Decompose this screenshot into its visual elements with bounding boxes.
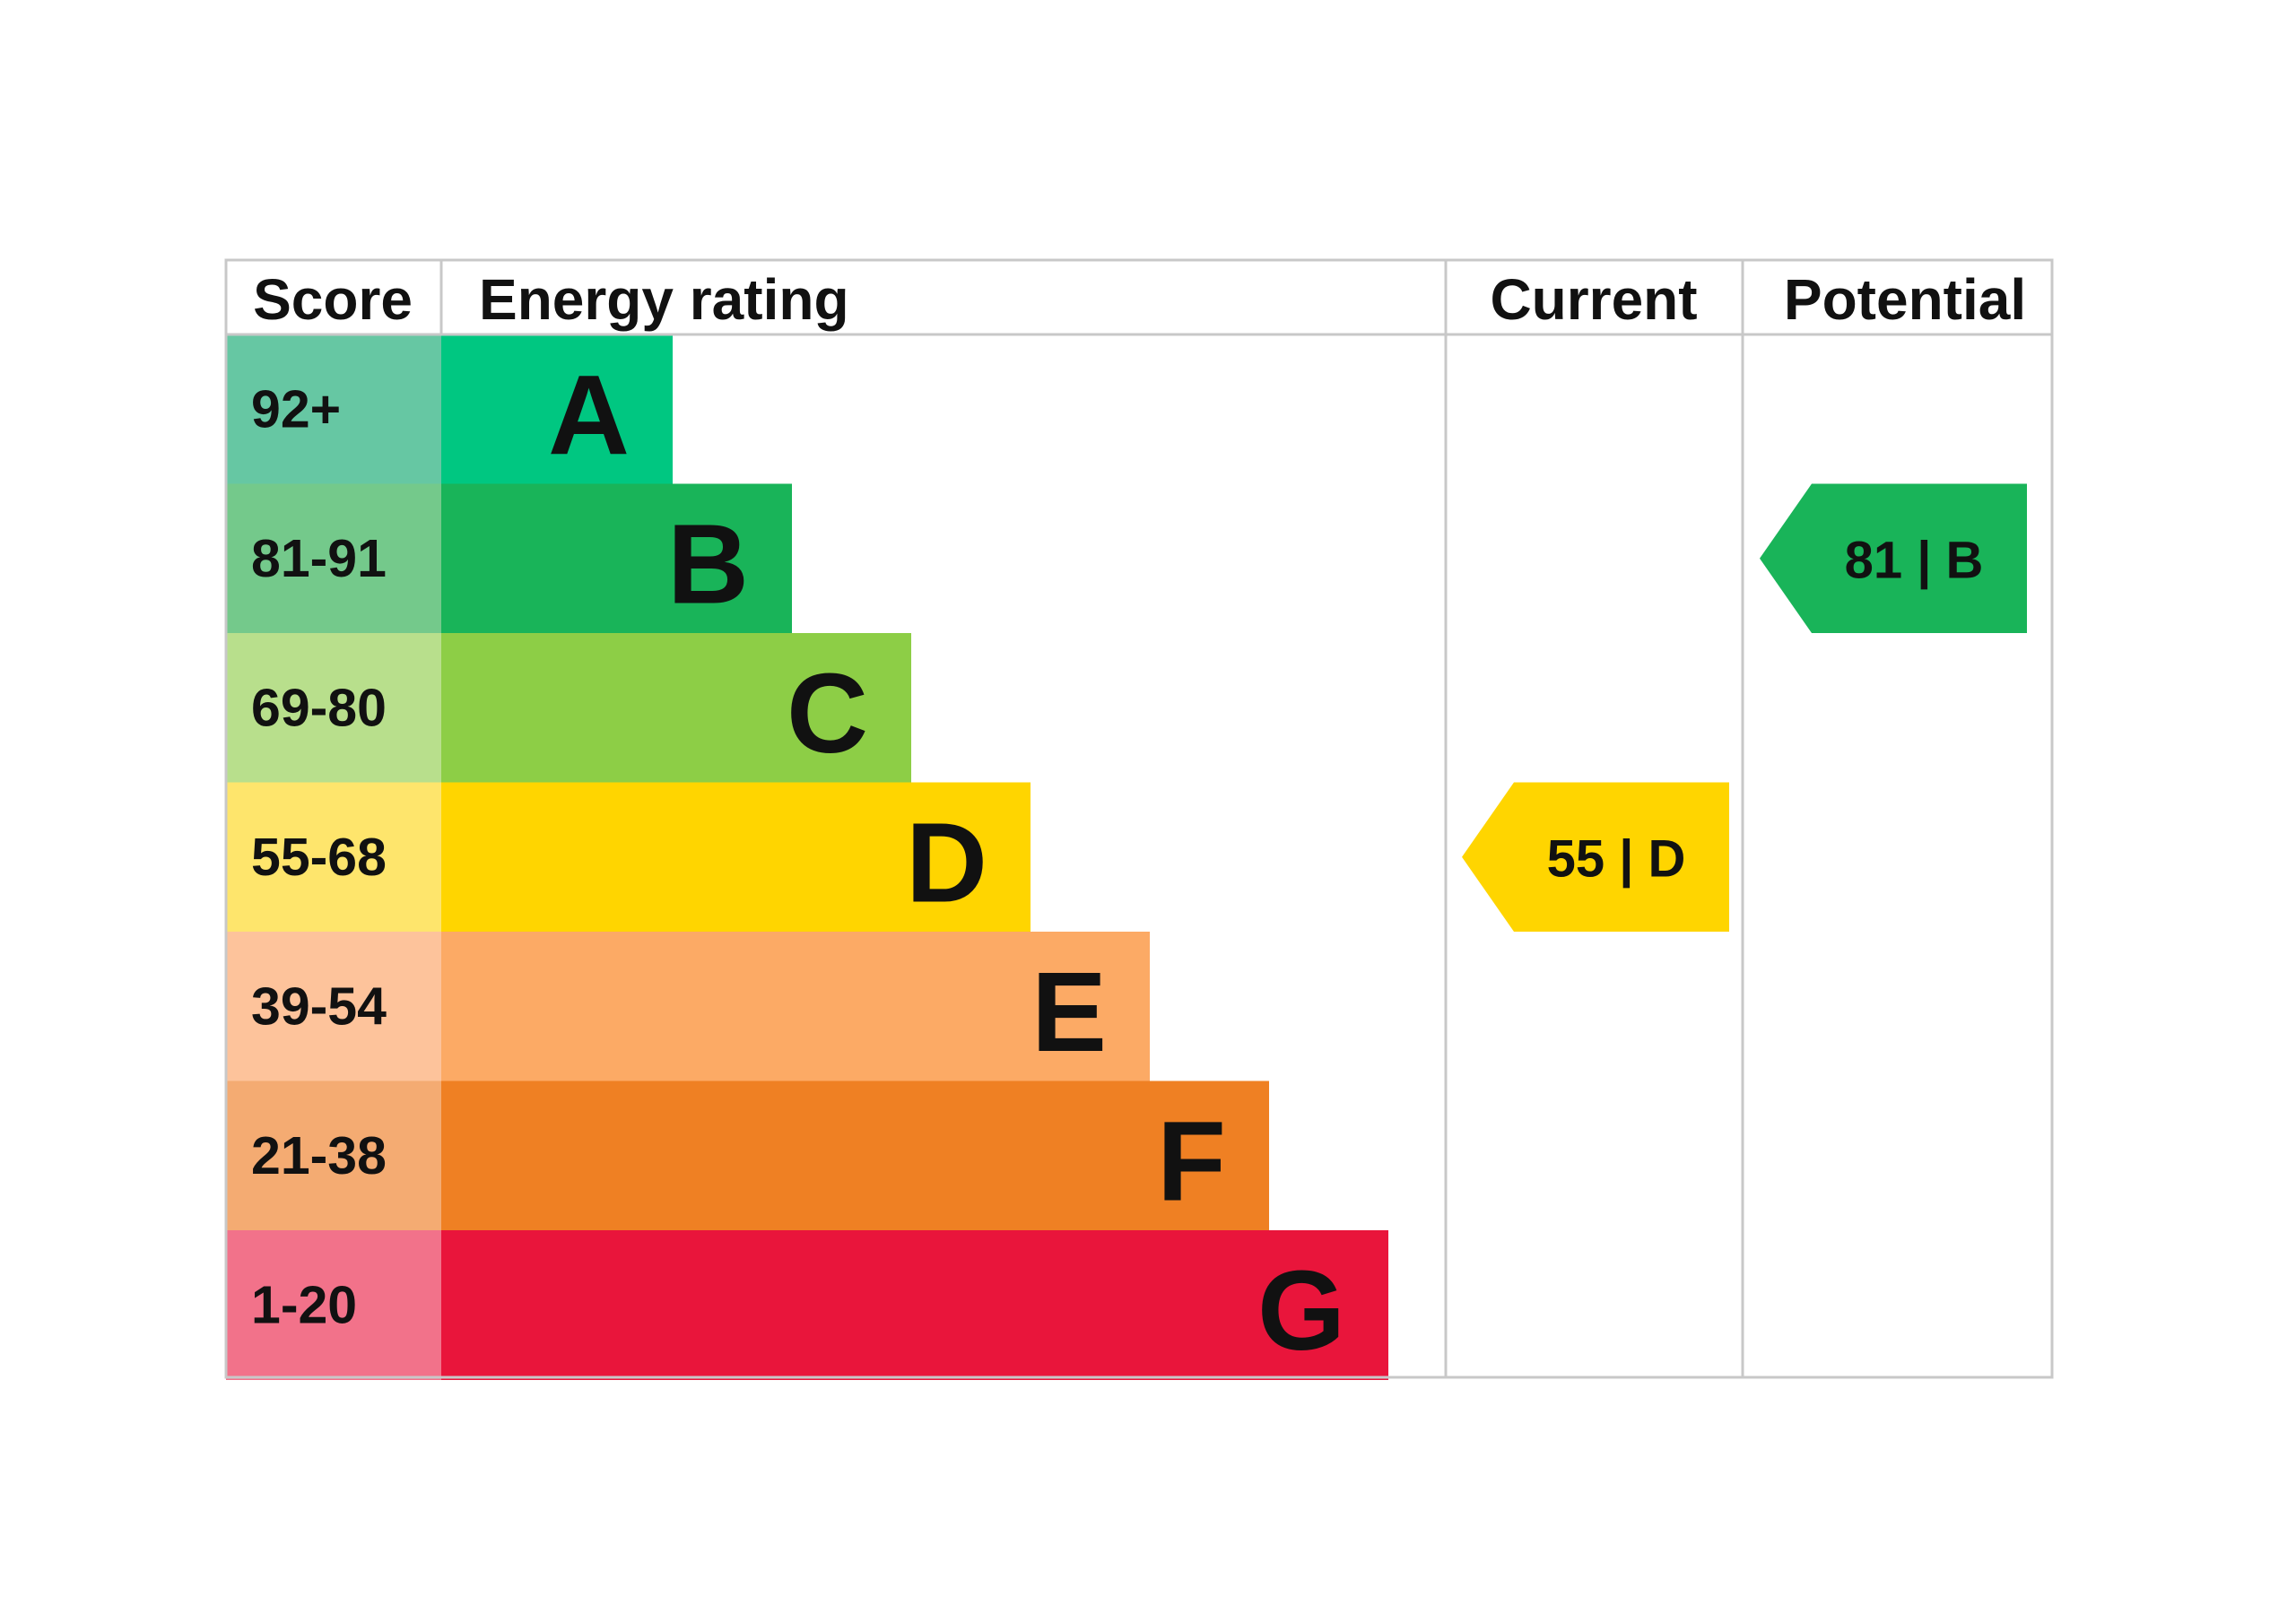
arrows-layer: 55 | D 81 | B [1462, 483, 2027, 932]
band-row-d: 55-68 D [226, 782, 1031, 933]
rating-bar-e [441, 932, 1150, 1081]
rating-bar-d [441, 782, 1031, 933]
band-row-f: 21-38 F [226, 1081, 1269, 1231]
rating-letter-f: F [1157, 1098, 1226, 1224]
rating-letter-a: A [548, 352, 630, 478]
score-header: Score [253, 267, 413, 332]
score-range-a: 92+ [251, 379, 341, 438]
current-rating-arrow: 55 | D [1462, 782, 1729, 932]
band-row-a: 92+ A [226, 334, 673, 484]
score-cell-e [226, 932, 441, 1081]
energy-rating-header: Energy rating [479, 267, 849, 332]
rating-letter-d: D [906, 799, 987, 925]
potential-arrow-label: 81 | B [1845, 531, 1984, 589]
potential-arrow-shape [1760, 483, 2027, 633]
rating-letter-e: E [1031, 949, 1107, 1075]
score-cell-b [226, 483, 441, 634]
score-range-c: 69-80 [251, 678, 387, 737]
score-range-d: 55-68 [251, 828, 387, 887]
current-arrow-label: 55 | D [1547, 829, 1686, 888]
rating-letter-c: C [787, 650, 868, 777]
score-cell-c [226, 633, 441, 783]
score-cell-f [226, 1081, 441, 1231]
current-arrow-shape [1462, 782, 1729, 932]
potential-rating-arrow: 81 | B [1760, 483, 2027, 633]
rating-bar-g [441, 1230, 1388, 1380]
score-cell-g [226, 1230, 441, 1380]
bands-layer: 92+ A 81-91 B 69-80 C 55-68 D 39-54 E 21-38 F 1-20 G [226, 334, 1388, 1380]
rating-bar-b [441, 483, 792, 634]
rating-bar-c [441, 633, 911, 783]
rating-bar-f [441, 1081, 1269, 1231]
chart-frame [224, 258, 2054, 1379]
rating-letter-b: B [667, 500, 749, 627]
score-range-f: 21-38 [251, 1126, 387, 1185]
band-row-c: 69-80 C [226, 633, 911, 783]
band-row-b: 81-91 B [226, 483, 792, 634]
header-layer: Score Energy rating Current Potential [253, 267, 2026, 332]
grid-layer [224, 258, 2054, 1379]
score-cell-d [226, 782, 441, 933]
current-header: Current [1490, 267, 1697, 332]
potential-header: Potential [1784, 267, 2026, 332]
score-range-e: 39-54 [251, 976, 387, 1036]
score-range-b: 81-91 [251, 529, 387, 588]
rating-letter-g: G [1257, 1247, 1345, 1374]
score-range-g: 1-20 [251, 1275, 357, 1334]
score-cell-a [226, 334, 441, 484]
rating-bar-a [441, 334, 673, 484]
band-row-e: 39-54 E [226, 932, 1150, 1081]
band-row-g: 1-20 G [226, 1230, 1388, 1380]
